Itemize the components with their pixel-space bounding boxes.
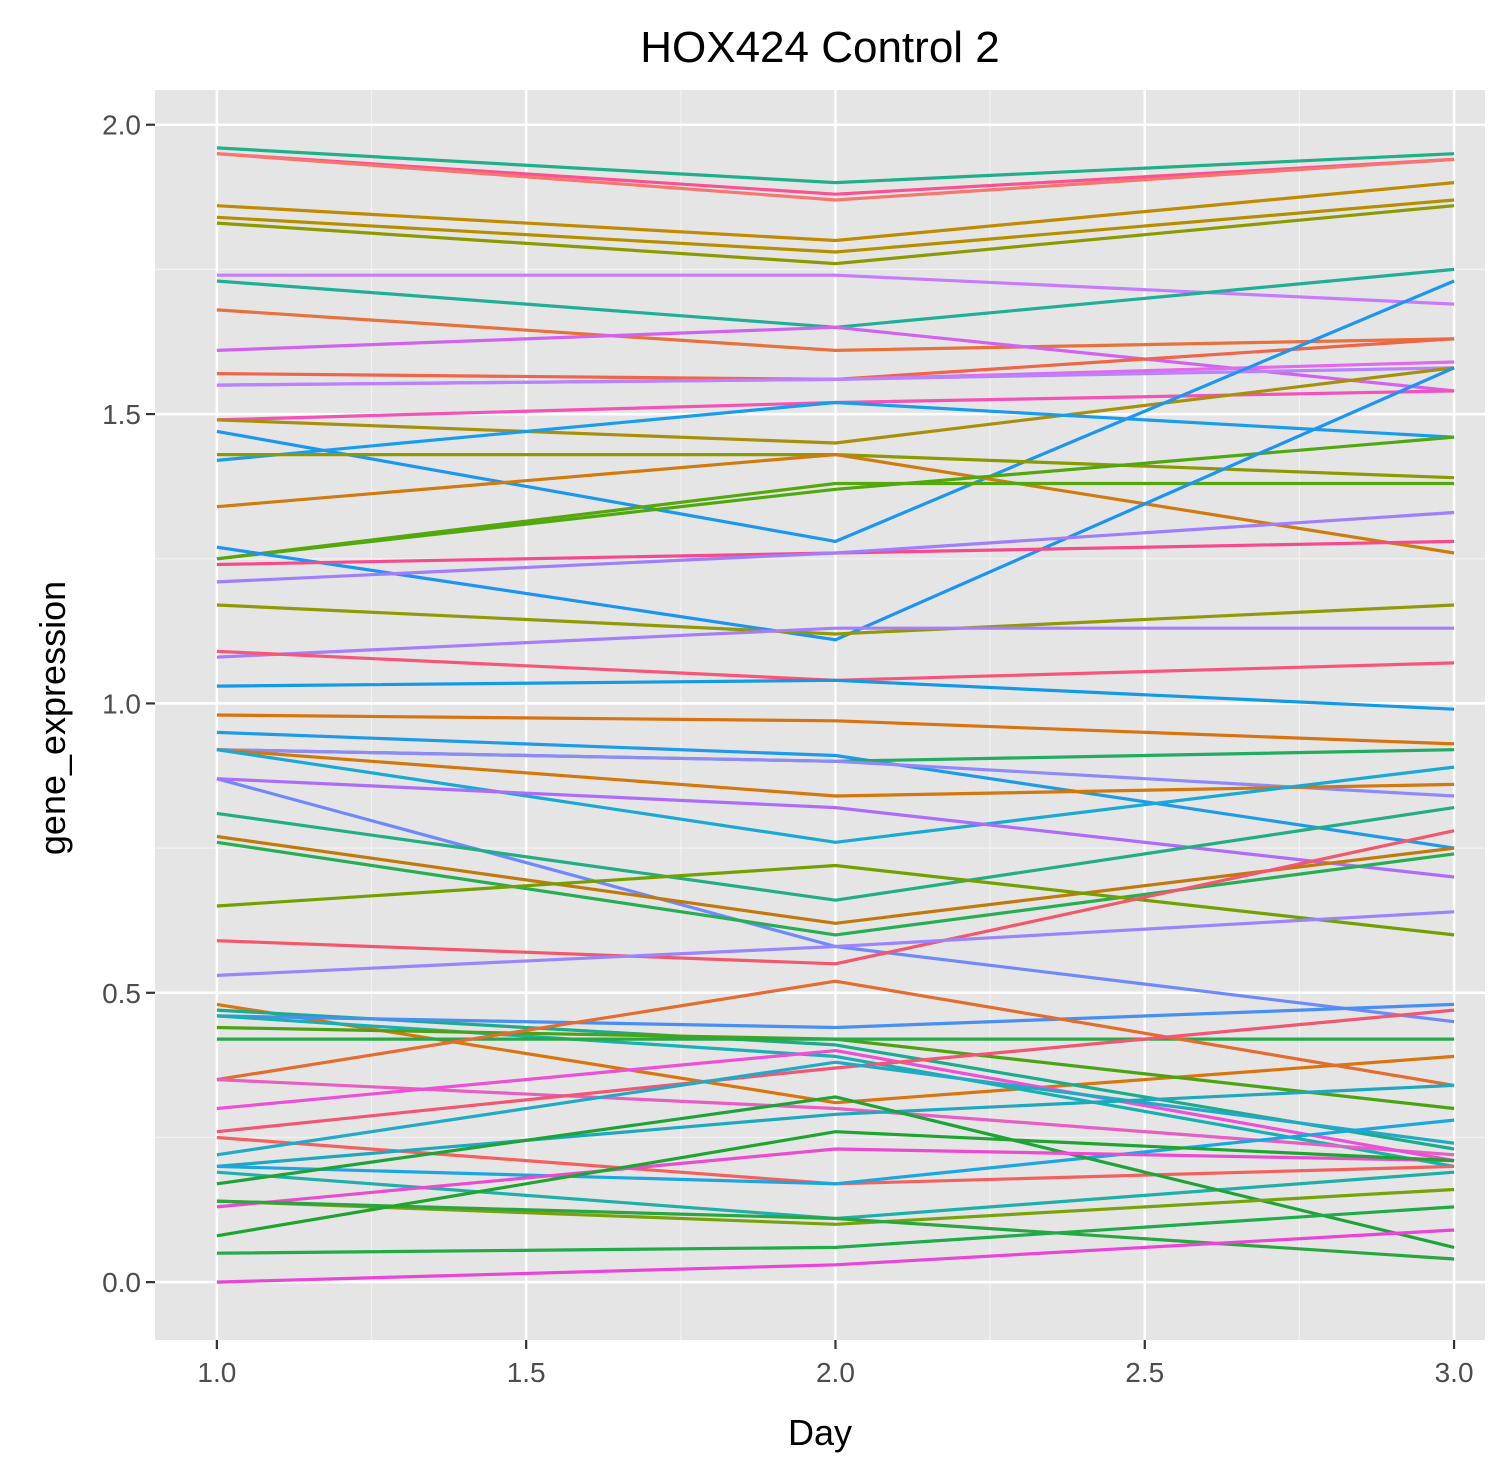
y-tick-label: 1.0 [102,688,141,719]
chart-title: HOX424 Control 2 [640,23,1000,72]
series-line-3 [216,152,1455,202]
series-line-4 [216,181,1455,243]
series-line-45 [216,1002,1455,1030]
series-line-24 [216,510,1455,584]
series-line-33 [216,748,1455,798]
series-line-2 [216,152,1455,196]
series-line-42 [216,910,1455,977]
series-line-40 [216,863,1455,937]
x-tick-label: 2.0 [816,1357,855,1388]
series-line-19 [216,453,1455,555]
series-line-63 [216,1205,1455,1255]
series-line-51 [216,1048,1455,1163]
series-line-37 [216,806,1455,902]
y-tick-label: 2.0 [102,110,141,141]
series-line-22 [216,366,1455,642]
series-line-60 [216,1147,1455,1209]
series-line-28 [216,678,1455,711]
x-tick-label: 2.5 [1125,1357,1164,1388]
series-line-17 [216,400,1455,462]
series-line-13 [216,366,1455,387]
series-line-36 [216,777,1455,879]
y-tick-label: 1.5 [102,399,141,430]
series-line-25 [216,603,1455,636]
y-tick-label: 0.5 [102,978,141,1009]
series-line-41 [216,829,1455,966]
x-tick-label: 1.5 [507,1357,546,1388]
series-line-32 [216,748,1455,798]
series-line-20 [216,435,1455,561]
series-layer [216,146,1455,1284]
x-axis: 1.0 1.5 2.0 2.5 3.0 [197,1340,1474,1388]
series-line-49 [216,979,1455,1087]
series-line-58 [216,1095,1455,1249]
y-tick-label: 0.0 [102,1267,141,1298]
series-line-15 [216,366,1455,445]
series-line-43 [216,1002,1455,1105]
series-line-38 [216,834,1455,925]
series-line-6 [216,204,1455,266]
series-line-26 [216,626,1455,659]
series-line-61 [216,1199,1455,1261]
series-line-34 [216,748,1455,844]
y-axis-title: gene_expression [32,581,73,855]
y-axis: 0.0 0.5 1.0 1.5 2.0 [102,110,155,1298]
series-line-16 [216,279,1455,544]
series-line-44 [216,1008,1455,1151]
series-line-46 [216,1014,1455,1168]
series-line-1 [216,146,1455,185]
series-line-7 [216,273,1455,306]
series-line-52 [216,1008,1455,1134]
series-line-62 [216,1130,1455,1238]
series-line-39 [216,840,1455,937]
series-line-55 [216,1083,1455,1168]
series-line-29 [216,713,1455,746]
x-axis-title: Day [788,1412,852,1453]
series-line-21 [216,481,1455,561]
series-line-64 [216,1228,1455,1284]
series-line-56 [216,1118,1455,1186]
series-line-10 [216,325,1455,393]
series-line-54 [216,1060,1455,1157]
series-line-9 [216,308,1455,352]
series-line-59 [216,1187,1455,1226]
x-tick-label: 3.0 [1435,1357,1474,1388]
series-line-5 [216,198,1455,254]
x-tick-label: 1.0 [197,1357,236,1388]
series-line-30 [216,730,1455,850]
